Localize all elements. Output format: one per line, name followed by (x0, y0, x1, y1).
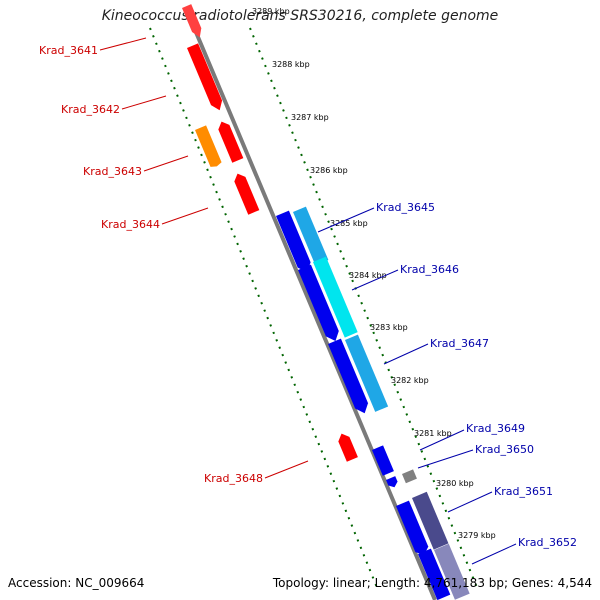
accession-label: Accession: NC_009664 (8, 576, 145, 590)
topology-label: Topology: linear; Length: 4,761,183 bp; … (272, 576, 592, 590)
scale-label-3286: 3286 kbp (310, 166, 348, 175)
scale-label-3282: 3282 kbp (391, 376, 429, 385)
gene-label-krad-3644[interactable]: Krad_3644 (101, 218, 160, 231)
callout-line-krad-3652 (471, 543, 517, 565)
gene-label-krad-3641[interactable]: Krad_3641 (39, 44, 98, 57)
callout-line-krad-3641 (99, 37, 147, 51)
scale-label-3287: 3287 kbp (291, 113, 329, 122)
gene-krad-3648[interactable] (336, 431, 358, 462)
gene-krad-3651b[interactable] (412, 491, 449, 550)
callout-line-krad-3642 (121, 95, 167, 110)
gene-label-krad-3651[interactable]: Krad_3651 (494, 485, 553, 498)
scale-label-3284: 3284 kbp (349, 271, 387, 280)
gene-krad-3643b[interactable] (216, 119, 244, 163)
scale-label-3279: 3279 kbp (458, 531, 496, 540)
gene-krad-3649[interactable] (372, 445, 394, 476)
callout-line-krad-3648 (264, 460, 309, 479)
callout-line-krad-3643 (143, 155, 189, 172)
gene-label-krad-3642[interactable]: Krad_3642 (61, 103, 120, 116)
axis-line (188, 17, 437, 600)
callout-line-krad-3651 (447, 491, 493, 513)
gene-krad-3647[interactable] (328, 338, 371, 416)
tick-track-left (149, 27, 379, 591)
gene-krad-3644[interactable] (232, 171, 260, 215)
scale-label-3289: 3289 kbp (252, 7, 290, 16)
gene-label-krad-3645[interactable]: Krad_3645 (376, 201, 435, 214)
gene-label-krad-3650[interactable]: Krad_3650 (475, 443, 534, 456)
gene-krad-3645[interactable] (276, 210, 314, 275)
callout-line-krad-3645 (317, 207, 375, 233)
callout-line-krad-3649 (419, 429, 465, 451)
gene-krad-3650[interactable] (386, 476, 399, 489)
callout-line-krad-3644 (161, 207, 209, 225)
scale-label-3280: 3280 kbp (436, 479, 474, 488)
gene-gray[interactable] (402, 469, 417, 484)
tick-track-right (249, 27, 479, 591)
gene-label-krad-3643[interactable]: Krad_3643 (83, 165, 142, 178)
callout-line-krad-3647 (383, 343, 429, 365)
scale-label-3288: 3288 kbp (272, 60, 310, 69)
gene-krad-3642[interactable] (187, 43, 225, 112)
gene-krad-3646a[interactable] (293, 206, 329, 266)
gene-label-krad-3646[interactable]: Krad_3646 (400, 263, 459, 276)
callout-line-krad-3646 (351, 269, 399, 291)
gene-krad-3652[interactable] (418, 548, 451, 600)
gene-krad-3641[interactable] (182, 4, 204, 39)
gene-label-krad-3652[interactable]: Krad_3652 (518, 536, 577, 549)
callout-line-krad-3650 (417, 449, 474, 469)
gene-krad-3652b[interactable] (434, 543, 470, 600)
gene-label-krad-3647[interactable]: Krad_3647 (430, 337, 489, 350)
scale-label-3283: 3283 kbp (370, 323, 408, 332)
gene-label-krad-3649[interactable]: Krad_3649 (466, 422, 525, 435)
scale-label-3285: 3285 kbp (330, 219, 368, 228)
genome-title: Kineococcus radiotolerans SRS30216, comp… (101, 8, 499, 24)
gene-krad-3651[interactable] (396, 500, 431, 558)
gene-krad-3646[interactable] (298, 264, 342, 344)
scale-label-3281: 3281 kbp (414, 429, 452, 438)
gene-krad-3643[interactable] (195, 125, 222, 168)
gene-krad-3647b[interactable] (345, 334, 389, 412)
gene-krad-3646b[interactable] (313, 256, 358, 338)
gene-label-krad-3648[interactable]: Krad_3648 (204, 472, 263, 485)
